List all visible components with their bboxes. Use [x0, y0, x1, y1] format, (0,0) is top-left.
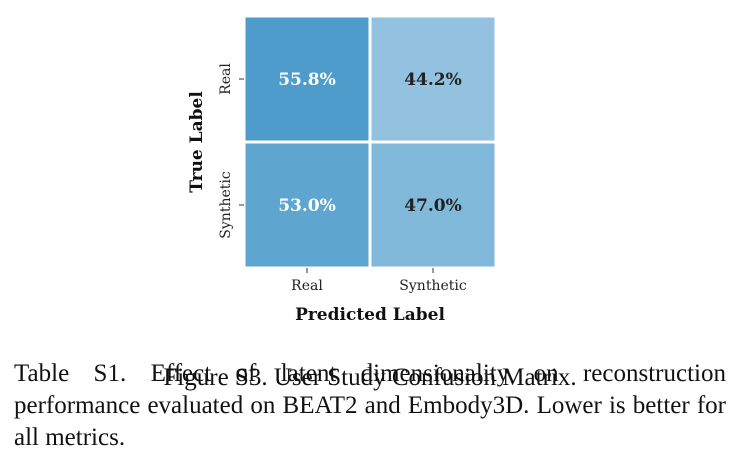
cell-value-label: 44.2% [404, 70, 462, 90]
x-tick-label: Synthetic [399, 278, 467, 294]
cell-value-label: 47.0% [404, 196, 462, 216]
y-tick-label: Real [218, 63, 234, 95]
heatmap-cell [368, 14, 498, 144]
x-tick-label: Real [291, 278, 323, 294]
y-axis-title: True Label [187, 91, 207, 193]
heatmap-cell [368, 140, 498, 270]
heatmap-cells: 55.8% 44.2% 53.0% 47.0% [242, 14, 498, 270]
cell-value-label: 55.8% [278, 70, 336, 90]
cell-value-label: 53.0% [278, 196, 336, 216]
confusion-matrix-chart: 55.8% 44.2% 53.0% 47.0% Real Synthetic Real Sy… [187, 14, 498, 325]
figure-caption: Figure S3. User Study Confusion Matrix. [163, 364, 577, 391]
table-caption: Table S1. Effect of latent dimensionalit… [14, 360, 726, 451]
y-tick-label: Synthetic [218, 171, 234, 239]
axis-ticks: Real Synthetic Real Synthetic [218, 63, 467, 294]
x-axis-title: Predicted Label [295, 305, 445, 325]
